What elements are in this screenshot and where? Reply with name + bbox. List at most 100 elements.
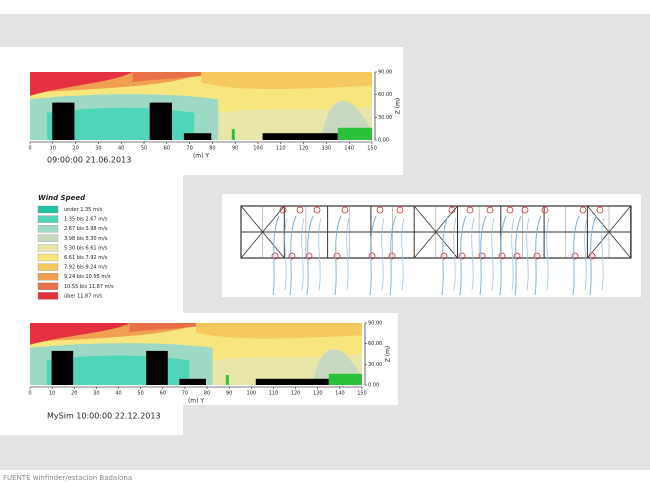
marker <box>341 206 349 214</box>
diagram-frame <box>222 194 641 297</box>
flow-arrow <box>479 215 487 296</box>
marker <box>388 252 396 260</box>
x-tick-label: 60 <box>160 391 166 397</box>
footer-strip <box>0 470 650 486</box>
flow-arrow <box>381 217 385 291</box>
footer: FUENTE winfinder/estacion Badalona <box>3 474 132 482</box>
legend-label: 3.98 bis 5.30 m/s <box>64 236 108 242</box>
building <box>262 133 338 140</box>
flow-arrow <box>334 215 342 296</box>
x-tick-label: 150 <box>367 146 377 152</box>
flow-arrow <box>289 215 297 296</box>
x-tick-label: 20 <box>72 146 78 152</box>
x-tick-label: 60 <box>164 146 170 152</box>
flow-arrow <box>301 217 305 291</box>
x-axis-label: (m) Y <box>193 153 209 160</box>
marker <box>498 252 506 260</box>
x-tick-label: 50 <box>137 391 143 397</box>
building <box>183 133 212 140</box>
marker <box>440 252 448 260</box>
x-tick-label: 40 <box>118 146 124 152</box>
flow-arrow <box>306 215 314 296</box>
z-tick-label: 60.00 <box>378 92 392 98</box>
flow-arrow <box>499 215 507 296</box>
z-axis-label: Z (m) <box>395 98 402 115</box>
legend-swatch <box>37 253 59 262</box>
x-tick-label: 140 <box>344 146 354 152</box>
marker <box>478 252 486 260</box>
flow-arrow <box>584 217 588 291</box>
legend-label: über 11.87 m/s <box>64 293 103 299</box>
x-tick-label: 90 <box>232 146 238 152</box>
field <box>30 72 133 96</box>
flow-arrow <box>601 217 605 291</box>
flow-arrow <box>318 217 322 291</box>
flow-arrow <box>453 217 457 291</box>
legend-swatch <box>37 225 59 233</box>
legend-label: 6.61 bis 7.92 m/s <box>64 255 108 261</box>
flow-arrow <box>589 215 597 296</box>
x-tick-label: 80 <box>209 146 215 152</box>
legend-label: 2.67 bis 3.98 m/s <box>64 226 108 232</box>
field <box>201 72 372 89</box>
flow-arrow <box>389 215 397 296</box>
z-tick-label: 90.00 <box>368 321 382 327</box>
x-tick-label: 100 <box>253 146 263 152</box>
field <box>196 323 362 339</box>
legend-swatch <box>37 282 59 290</box>
building <box>255 378 329 385</box>
legend-label: 10.55 bis 11.87 m/s <box>64 284 114 290</box>
marker <box>448 206 456 214</box>
x-tick-label: 140 <box>335 391 345 397</box>
legend-label: 1.35 bis 2.67 m/s <box>64 217 108 223</box>
building <box>146 350 168 385</box>
legend-swatch <box>37 215 59 223</box>
x-tick-label: 40 <box>115 391 121 397</box>
x-tick-label: 10 <box>50 146 56 152</box>
z-tick-label: 30.00 <box>368 362 382 368</box>
legend-title: Wind Speed <box>38 194 86 202</box>
marker <box>313 206 321 214</box>
x-tick-label: 30 <box>95 146 101 152</box>
marker <box>579 206 587 214</box>
legend-label: 7.92 bis 9.24 m/s <box>64 265 108 271</box>
flow-arrow <box>401 217 405 291</box>
vegetation <box>225 375 229 385</box>
z-tick-label: 30.00 <box>378 115 392 121</box>
marker <box>513 252 521 260</box>
x-tick-label: 70 <box>182 391 188 397</box>
legend-label: under 1.35 m/s <box>64 207 103 213</box>
marker <box>396 206 404 214</box>
flow-arrow <box>546 217 550 291</box>
vegetation <box>231 129 235 140</box>
timestamp: MySim 10:00:00 22.12.2013 <box>47 412 161 421</box>
marker <box>466 206 474 214</box>
x-tick-label: 50 <box>141 146 147 152</box>
x-tick-label: 120 <box>291 391 301 397</box>
flow-arrow <box>572 215 580 296</box>
marker <box>376 206 384 214</box>
flow-arrow <box>369 215 377 296</box>
marker <box>333 252 341 260</box>
x-tick-label: 20 <box>71 391 77 397</box>
marker <box>521 206 529 214</box>
x-tick-label: 80 <box>204 391 210 397</box>
flow-arrow <box>441 215 449 296</box>
truss-diagram <box>240 205 632 296</box>
marker <box>458 252 466 260</box>
marker <box>588 252 596 260</box>
flow-arrow <box>272 215 280 296</box>
z-axis-label: Z (m) <box>385 346 392 363</box>
z-tick-label: 0.00 <box>368 383 379 389</box>
marker <box>571 252 579 260</box>
z-tick-label: 90.00 <box>378 70 392 76</box>
flow-arrow <box>526 217 530 291</box>
timestamp: 09:00:00 21.06.2013 <box>47 156 131 165</box>
z-tick-label: 60.00 <box>368 341 382 347</box>
legend-swatch <box>37 273 59 281</box>
vegetation <box>328 373 362 385</box>
flow-arrow <box>346 217 350 291</box>
marker <box>533 252 541 260</box>
flow-arrow <box>491 217 495 291</box>
